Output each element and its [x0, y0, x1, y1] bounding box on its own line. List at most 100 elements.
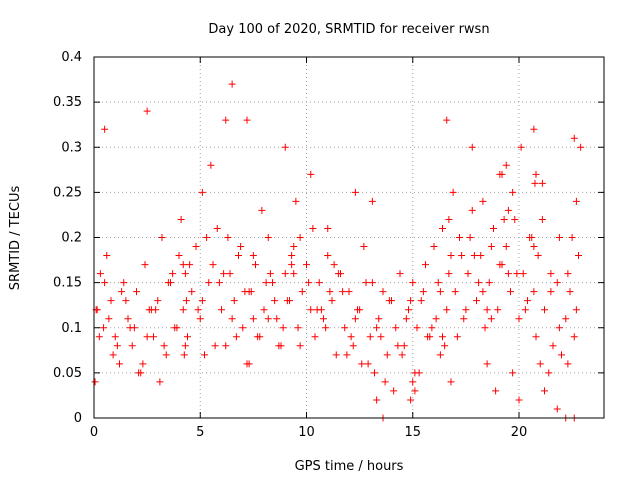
data-point [545, 369, 553, 377]
data-point [366, 333, 374, 341]
data-point [481, 324, 489, 332]
data-point [470, 252, 478, 260]
data-point [320, 315, 327, 323]
data-point [269, 279, 276, 287]
data-point [292, 197, 300, 205]
data-point [232, 333, 240, 341]
data-point [445, 215, 453, 223]
data-point [390, 387, 398, 395]
data-point [358, 360, 366, 368]
data-point [245, 360, 253, 368]
data-point [413, 324, 421, 332]
data-point [511, 215, 519, 223]
data-point [532, 170, 540, 178]
data-point [116, 360, 123, 368]
data-point [341, 324, 349, 332]
data-point [179, 261, 187, 269]
data-point [483, 306, 491, 314]
x-tick-label: 0 [90, 425, 98, 440]
data-point [447, 252, 455, 260]
data-point [566, 288, 574, 296]
data-point [464, 270, 472, 278]
data-point [509, 188, 517, 196]
data-point [479, 288, 487, 296]
data-point [332, 351, 340, 359]
data-point [296, 234, 304, 241]
data-point [373, 324, 381, 332]
data-point [521, 306, 529, 314]
data-point [288, 261, 296, 269]
data-point [249, 252, 257, 260]
data-point [156, 378, 164, 386]
data-point [95, 333, 103, 341]
data-point [175, 252, 183, 260]
data-point [530, 288, 538, 296]
data-point [281, 270, 289, 278]
data-point [553, 279, 561, 287]
data-point [283, 297, 291, 305]
data-point [228, 80, 236, 88]
data-point [120, 279, 128, 287]
data-point [228, 315, 236, 323]
data-point [500, 215, 508, 223]
data-point [317, 306, 325, 314]
data-point [215, 279, 223, 287]
data-point [220, 270, 228, 278]
data-point [398, 351, 406, 359]
data-point [371, 369, 378, 377]
data-point [222, 116, 230, 124]
data-point [411, 387, 419, 395]
data-point [177, 215, 185, 223]
data-point [184, 333, 191, 341]
y-tick-label: 0.4 [61, 50, 82, 65]
data-point [347, 333, 355, 341]
data-point [124, 315, 132, 323]
data-point [107, 297, 115, 305]
x-tick-labels: 0 5 10 15 20 [90, 425, 527, 440]
data-point [515, 396, 523, 404]
data-point [547, 288, 555, 296]
data-point [307, 170, 315, 178]
data-point [290, 270, 298, 278]
data-point [532, 333, 540, 341]
data-point [351, 188, 359, 196]
data-point [164, 279, 172, 287]
data-point [368, 197, 376, 205]
data-point [209, 261, 217, 269]
y-tick-label: 0 [74, 411, 82, 426]
data-point [502, 161, 510, 169]
data-point [179, 306, 187, 314]
data-point [568, 234, 576, 241]
data-point [226, 270, 234, 278]
data-point [572, 306, 580, 314]
y-tick-label: 0.15 [53, 276, 82, 291]
data-point [203, 234, 211, 241]
data-point [475, 279, 483, 287]
data-point [496, 261, 504, 269]
data-point [162, 351, 170, 359]
data-point [394, 342, 402, 350]
data-point [356, 306, 364, 314]
data-point [492, 387, 500, 395]
data-point [383, 351, 391, 359]
data-point [541, 306, 548, 314]
y-tick-label: 0.35 [53, 95, 82, 110]
data-point [141, 261, 149, 269]
data-point [555, 324, 563, 332]
data-point [288, 252, 296, 260]
data-point [198, 188, 206, 196]
data-point [266, 270, 274, 278]
data-point [326, 288, 334, 296]
data-point [135, 369, 143, 377]
data-point [570, 333, 578, 341]
data-point [564, 360, 572, 368]
y-tick-label: 0.2 [61, 231, 82, 246]
data-point [443, 116, 451, 124]
data-point [322, 324, 330, 332]
data-point [96, 270, 104, 278]
data-point [507, 288, 514, 296]
data-point [407, 297, 415, 305]
data-point [531, 179, 539, 187]
data-point [439, 224, 446, 232]
